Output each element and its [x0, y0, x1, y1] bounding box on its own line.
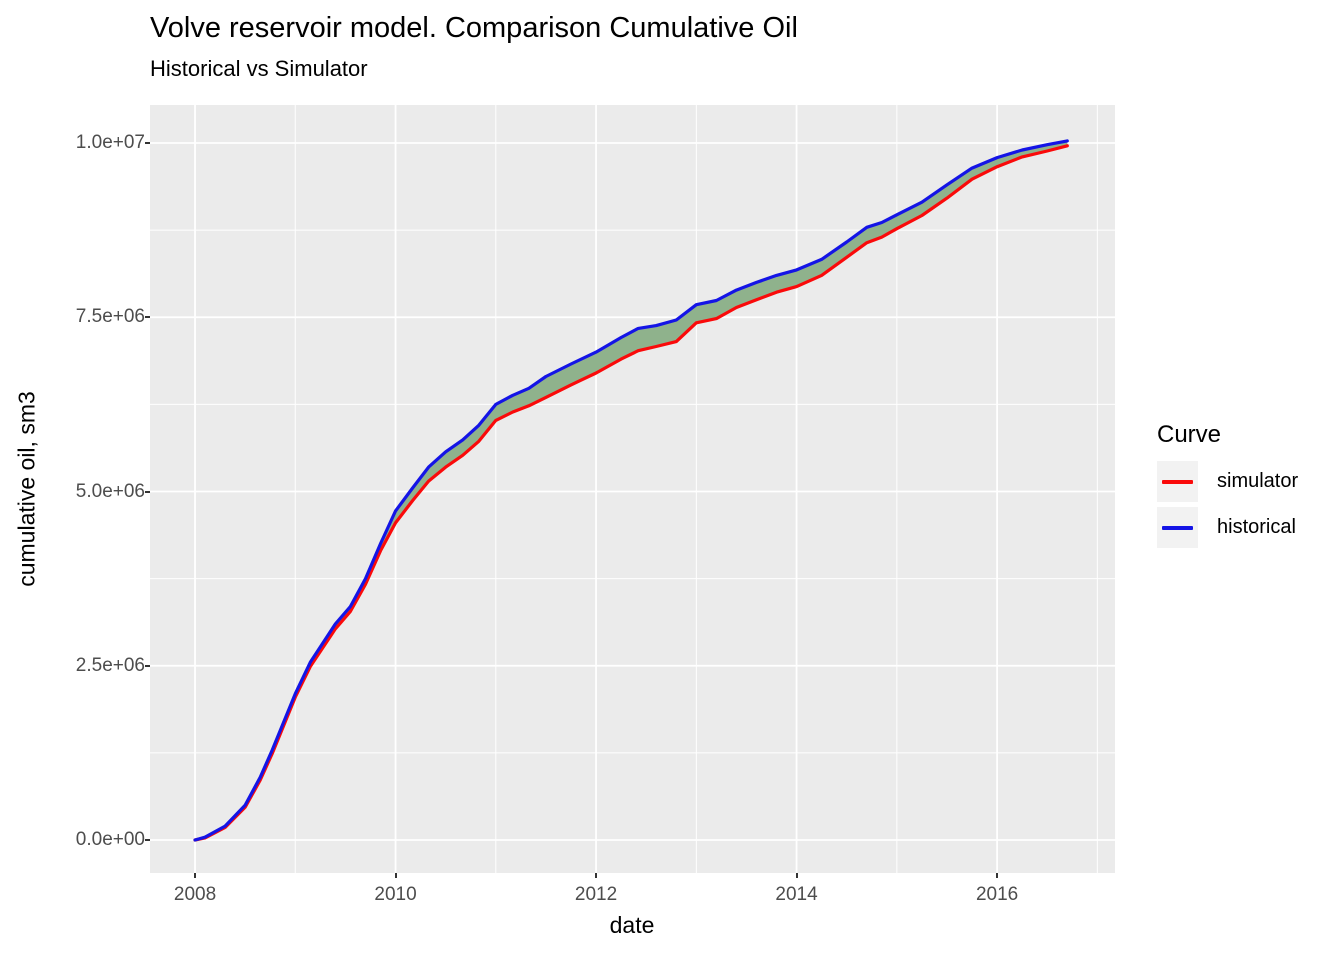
chart-subtitle: Historical vs Simulator [150, 56, 368, 81]
legend: Curve simulator historical [1157, 421, 1298, 553]
x-tick-mark [394, 873, 397, 878]
y-tick-mark [145, 839, 150, 842]
legend-entry-historical: historical [1157, 507, 1298, 548]
y-tick-label: 0.0e+00 [75, 829, 145, 851]
legend-key-simulator [1157, 461, 1198, 502]
x-axis-title: date [609, 912, 655, 938]
x-tick-mark [595, 873, 598, 878]
legend-key-historical [1157, 507, 1198, 548]
simulator-line-icon [1162, 479, 1193, 484]
x-tick-label: 2014 [775, 884, 818, 905]
legend-entry-simulator: simulator [1157, 461, 1298, 502]
x-tick-label: 2010 [374, 884, 417, 905]
y-tick-mark [145, 664, 150, 667]
y-tick-mark [145, 141, 150, 144]
x-tick-label: 2016 [975, 884, 1019, 905]
difference-ribbon [195, 140, 1068, 840]
legend-label-historical: historical [1217, 516, 1296, 538]
historical-line-icon [1162, 525, 1193, 530]
y-axis-title: cumulative oil, sm3 [13, 391, 40, 587]
plot-panel [150, 105, 1115, 873]
y-tick-label: 5.0e+06 [75, 480, 145, 502]
x-tick-label: 2008 [173, 884, 217, 905]
y-tick-label: 7.5e+06 [75, 306, 145, 328]
x-tick-mark [795, 873, 798, 878]
legend-label-simulator: simulator [1217, 470, 1299, 492]
historical-line [193, 139, 1069, 842]
x-tick-mark [996, 873, 999, 878]
chart-title: Volve reservoir model. Comparison Cumula… [150, 12, 798, 44]
plot-svg [150, 105, 1115, 873]
x-tick-label: 2012 [574, 884, 618, 905]
simulator-line [193, 144, 1069, 842]
y-tick-label: 1.0e+07 [75, 131, 145, 153]
y-tick-mark [145, 316, 150, 319]
y-tick-label: 2.5e+06 [75, 654, 145, 676]
x-tick-mark [194, 873, 197, 878]
y-tick-mark [145, 490, 150, 493]
legend-title: Curve [1157, 421, 1222, 448]
